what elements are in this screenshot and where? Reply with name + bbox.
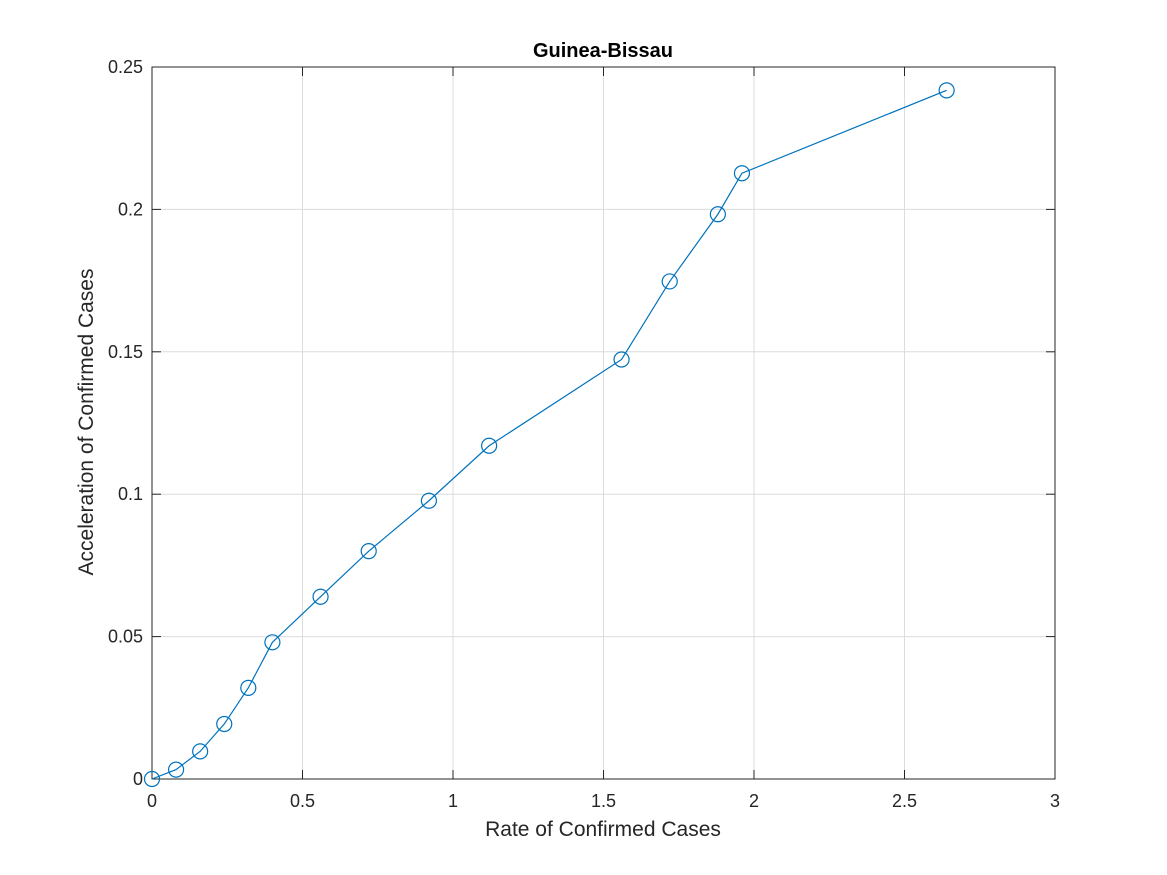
data-point — [216, 715, 233, 733]
data-point — [733, 165, 751, 182]
x-tick-label: 3 — [1050, 791, 1060, 811]
series-line — [151, 89, 947, 780]
y-tick-label: 0.1 — [118, 484, 143, 504]
x-tick-label: 2 — [749, 791, 759, 811]
x-tick-label: 1 — [448, 791, 458, 811]
data-point — [709, 206, 726, 223]
x-axis-label: Rate of Confirmed Cases — [485, 818, 721, 841]
x-tick-label: 1.5 — [591, 791, 616, 811]
data-point — [240, 679, 257, 696]
y-axis-label: Acceleration of Confirmed Cases — [75, 269, 98, 576]
y-tick-label: 0 — [133, 769, 143, 789]
x-tick-label: 2.5 — [892, 791, 917, 811]
y-tick-label: 0.15 — [108, 342, 143, 362]
data-point — [264, 634, 281, 651]
chart-title: Guinea-Bissau — [533, 40, 673, 62]
data-point — [192, 743, 209, 760]
labels: Guinea-Bissau Rate of Confirmed Cases Ac… — [75, 40, 721, 841]
y-tick-label: 0.2 — [118, 199, 143, 219]
data-point — [167, 761, 185, 778]
x-tick-label: 0.5 — [290, 791, 315, 811]
data-point — [420, 492, 438, 509]
data-point — [481, 437, 498, 454]
y-tick-label: 0.25 — [108, 57, 143, 77]
axes: 0 0.5 1 1.5 2 2.5 3 0 0.05 0.1 0.15 0.2 0.25 — [108, 57, 1060, 811]
x-tick-label: 0 — [147, 791, 157, 811]
series — [143, 82, 955, 788]
y-tick-label: 0.05 — [108, 627, 143, 647]
data-point — [312, 588, 329, 605]
data-point — [938, 82, 955, 99]
data-point — [360, 543, 377, 560]
data-point — [143, 770, 161, 788]
data-point — [661, 273, 678, 290]
data-point — [613, 351, 630, 368]
